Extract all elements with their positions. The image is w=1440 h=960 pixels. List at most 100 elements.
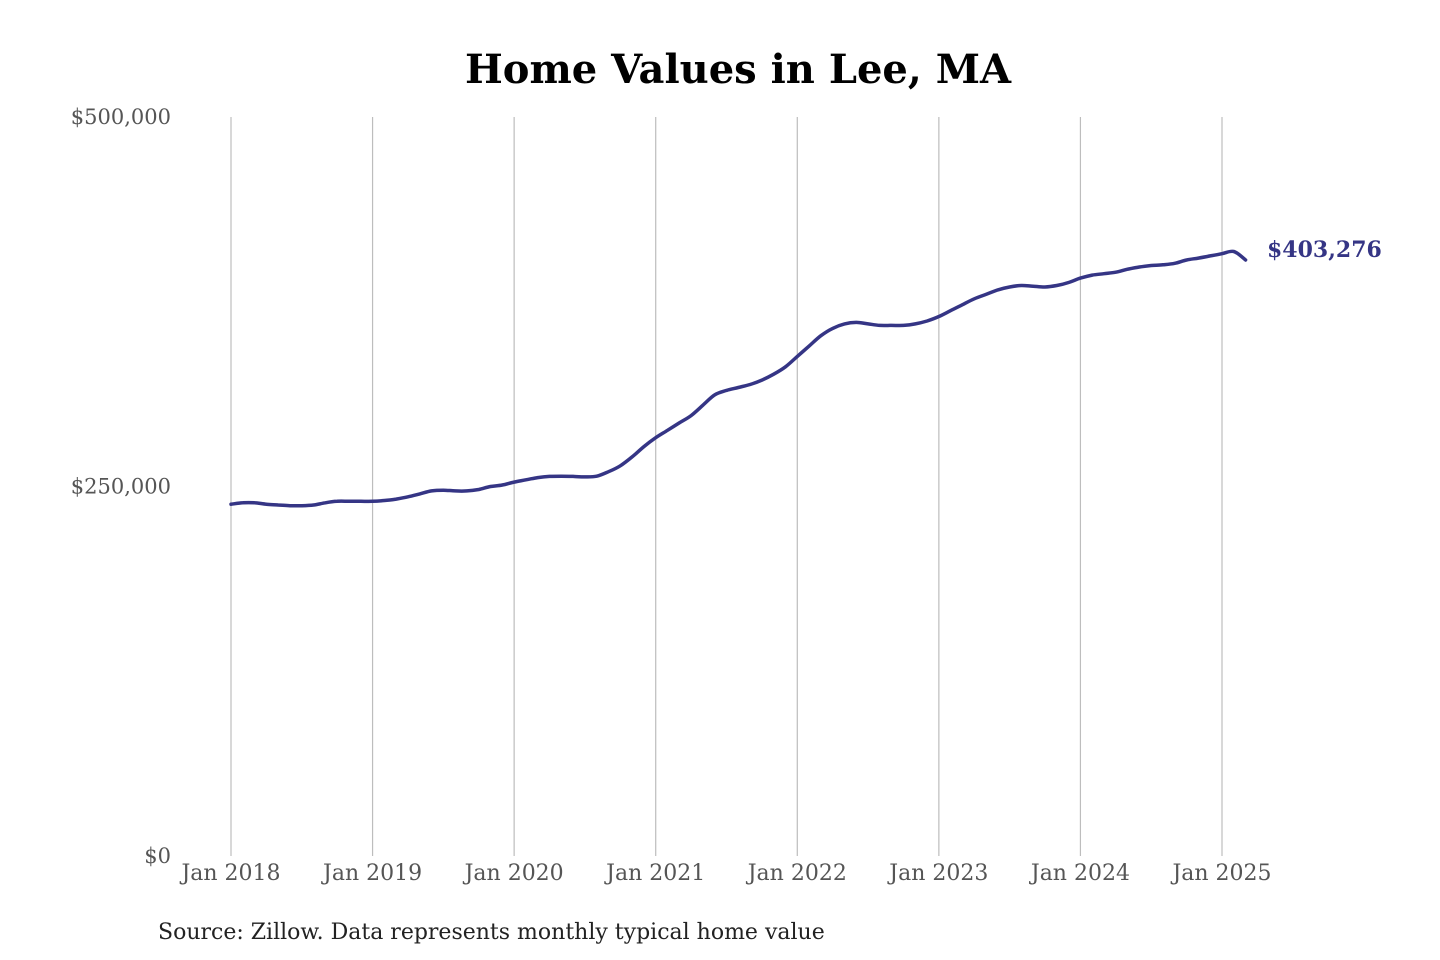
data-point-2021-07 (725, 388, 729, 392)
data-point-2020-07 (583, 475, 587, 479)
data-point-2022-04 (831, 326, 835, 330)
data-point-2023-10 (1043, 285, 1047, 289)
data-point-2023-01 (937, 315, 941, 319)
data-point-2022-06 (854, 320, 858, 324)
data-point-2023-02 (949, 309, 953, 313)
data-point-2020-08 (595, 474, 599, 478)
data-point-2019-03 (394, 497, 398, 501)
data-point-2018-09 (323, 501, 327, 505)
data-point-2021-08 (736, 386, 740, 390)
data-point-2024-08 (1161, 263, 1165, 267)
x-tick-label: Jan 2019 (321, 861, 422, 886)
data-point-2024-06 (1137, 265, 1141, 269)
data-point-2024-11 (1196, 256, 1200, 260)
data-point-2020-11 (630, 455, 634, 459)
data-point-2022-10 (902, 323, 906, 327)
data-point-2018-02 (241, 501, 245, 505)
data-point-2021-04 (689, 414, 693, 418)
data-point-2024-07 (1149, 264, 1153, 268)
data-point-2019-05 (418, 492, 422, 496)
data-point-2019-04 (406, 495, 410, 499)
data-point-2024-01 (1078, 276, 1082, 280)
data-point-2025-02 (1232, 250, 1236, 254)
x-tick-label: Jan 2022 (746, 861, 847, 886)
data-point-2019-11 (489, 485, 493, 489)
data-point-2022-03 (819, 334, 823, 338)
data-point-2019-06 (430, 489, 434, 493)
data-point-2018-01 (229, 502, 233, 506)
data-point-2020-12 (642, 445, 646, 449)
data-point-2020-02 (524, 478, 528, 482)
data-point-2023-08 (1019, 284, 1023, 288)
data-point-2018-04 (264, 502, 268, 506)
data-point-2023-03 (961, 303, 965, 307)
data-point-2019-02 (382, 499, 386, 503)
series-line-0 (229, 249, 1248, 508)
x-tick-label: Jan 2025 (1170, 861, 1271, 886)
data-point-2018-11 (347, 499, 351, 503)
data-point-2020-06 (571, 474, 575, 478)
data-point-2021-11 (772, 372, 776, 376)
y-axis-ticks: $0 $250,000 $500,000 (71, 105, 171, 868)
data-point-2019-12 (500, 483, 504, 487)
data-point-2018-06 (288, 504, 292, 508)
data-point-2023-04 (972, 297, 976, 301)
data-point-2018-12 (359, 499, 363, 503)
data-point-2018-05 (276, 503, 280, 507)
data-point-2022-11 (913, 322, 917, 326)
data-point-2025-01 (1220, 252, 1224, 256)
data-point-2024-03 (1102, 272, 1106, 276)
data-point-2023-06 (996, 288, 1000, 292)
data-point-2023-05 (984, 292, 988, 296)
data-point-2022-01 (795, 354, 799, 358)
data-point-2020-03 (536, 476, 540, 480)
data-point-2021-02 (666, 428, 670, 432)
y-tick-label: $0 (144, 844, 171, 868)
x-tick-label: Jan 2021 (604, 861, 705, 886)
data-point-2019-01 (371, 499, 375, 503)
data-point-2021-09 (748, 383, 752, 387)
data-point-2019-09 (465, 489, 469, 493)
data-point-2022-05 (843, 322, 847, 326)
data-point-2023-12 (1067, 281, 1071, 285)
data-point-2024-02 (1090, 273, 1094, 277)
data-point-2022-09 (890, 323, 894, 327)
data-point-2022-02 (807, 344, 811, 348)
data-point-2021-05 (701, 403, 705, 407)
data-point-2023-09 (1031, 284, 1035, 288)
data-point-2021-01 (654, 436, 658, 440)
data-point-2019-10 (477, 488, 481, 492)
x-tick-label: Jan 2020 (463, 861, 564, 886)
data-point-2023-07 (1008, 285, 1012, 289)
data-point-2021-06 (713, 393, 717, 397)
data-point-2020-10 (618, 464, 622, 468)
data-point-2022-07 (866, 322, 870, 326)
data-point-2022-08 (878, 323, 882, 327)
data-point-2024-10 (1185, 258, 1189, 262)
data-point-2018-03 (253, 501, 257, 505)
data-point-2024-12 (1208, 254, 1212, 258)
data-point-2018-08 (312, 503, 316, 507)
data-point-2018-07 (300, 504, 304, 508)
data-point-2020-01 (512, 480, 516, 484)
chart-title: Home Values in Lee, MA (465, 46, 1012, 93)
x-tick-label: Jan 2024 (1029, 861, 1130, 886)
x-tick-label: Jan 2018 (179, 861, 280, 886)
data-point-2020-04 (548, 474, 552, 478)
data-point-2020-09 (607, 470, 611, 474)
data-point-2024-05 (1126, 267, 1130, 271)
data-point-2022-12 (925, 319, 929, 323)
data-point-2021-12 (784, 365, 788, 369)
gridlines (230, 117, 1223, 856)
data-point-2020-05 (559, 474, 563, 478)
data-point-2024-09 (1173, 261, 1177, 265)
data-point-2019-08 (453, 489, 457, 493)
data-point-2021-03 (677, 421, 681, 425)
data-point-2019-07 (441, 488, 445, 492)
data-point-2023-11 (1055, 284, 1059, 288)
data-point-2024-04 (1114, 270, 1118, 274)
series-layer (229, 249, 1248, 508)
y-tick-label: $250,000 (71, 475, 171, 499)
